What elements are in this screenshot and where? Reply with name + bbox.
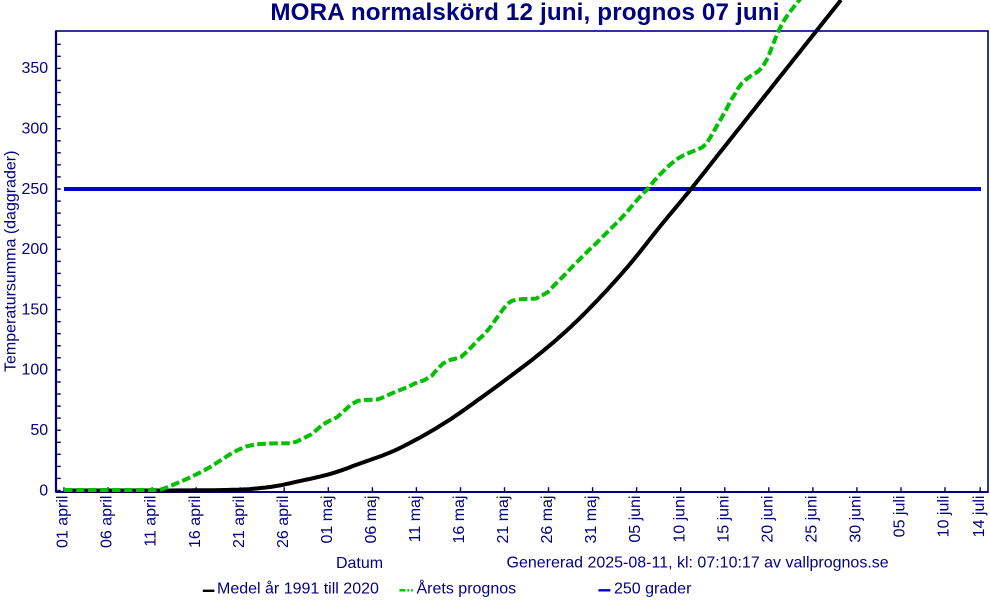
svg-text:Medel år 1991 till 2020: Medel år 1991 till 2020 bbox=[217, 580, 379, 598]
svg-text:350: 350 bbox=[21, 60, 48, 77]
svg-text:25 juni: 25 juni bbox=[804, 496, 821, 543]
svg-text:Datum: Datum bbox=[336, 555, 383, 572]
svg-text:10 juli: 10 juli bbox=[936, 496, 953, 538]
svg-text:Temperatursumma (daggrader): Temperatursumma (daggrader) bbox=[2, 151, 19, 372]
svg-text:15 juni: 15 juni bbox=[715, 496, 732, 543]
svg-text:200: 200 bbox=[21, 241, 48, 258]
svg-text:16 april: 16 april bbox=[187, 496, 204, 548]
svg-text:01 maj: 01 maj bbox=[319, 496, 336, 544]
svg-text:Årets prognos: Årets prognos bbox=[417, 579, 517, 598]
svg-text:Genererad 2025-08-11, kl: 07:1: Genererad 2025-08-11, kl: 07:10:17 av va… bbox=[507, 555, 889, 572]
svg-text:05 juni: 05 juni bbox=[627, 496, 644, 543]
svg-text:30 juni: 30 juni bbox=[848, 496, 865, 543]
svg-text:26 april: 26 april bbox=[275, 496, 292, 548]
svg-text:0: 0 bbox=[39, 482, 48, 499]
svg-text:250: 250 bbox=[21, 181, 48, 198]
svg-text:MORA normalskörd 12 juni, prog: MORA normalskörd 12 juni, prognos 07 jun… bbox=[270, 0, 779, 26]
svg-text:11 maj: 11 maj bbox=[407, 496, 424, 543]
svg-text:26 maj: 26 maj bbox=[539, 496, 556, 544]
svg-text:05 juli: 05 juli bbox=[892, 496, 909, 538]
svg-text:21 april: 21 april bbox=[231, 496, 248, 548]
svg-text:21 maj: 21 maj bbox=[495, 496, 512, 544]
svg-text:01 april: 01 april bbox=[55, 496, 72, 548]
svg-text:50: 50 bbox=[30, 422, 48, 439]
svg-text:150: 150 bbox=[21, 301, 48, 318]
svg-text:31 maj: 31 maj bbox=[583, 496, 600, 544]
svg-text:300: 300 bbox=[21, 121, 48, 138]
svg-text:14 juli: 14 juli bbox=[971, 496, 988, 538]
svg-text:16 maj: 16 maj bbox=[451, 496, 468, 544]
svg-text:06 maj: 06 maj bbox=[363, 496, 380, 544]
svg-text:20 juni: 20 juni bbox=[759, 496, 776, 543]
svg-text:250 grader: 250 grader bbox=[614, 581, 692, 598]
svg-text:10 juni: 10 juni bbox=[671, 496, 688, 543]
svg-text:11 april: 11 april bbox=[143, 496, 160, 547]
svg-text:06 april: 06 april bbox=[99, 496, 116, 548]
svg-text:100: 100 bbox=[21, 362, 48, 379]
